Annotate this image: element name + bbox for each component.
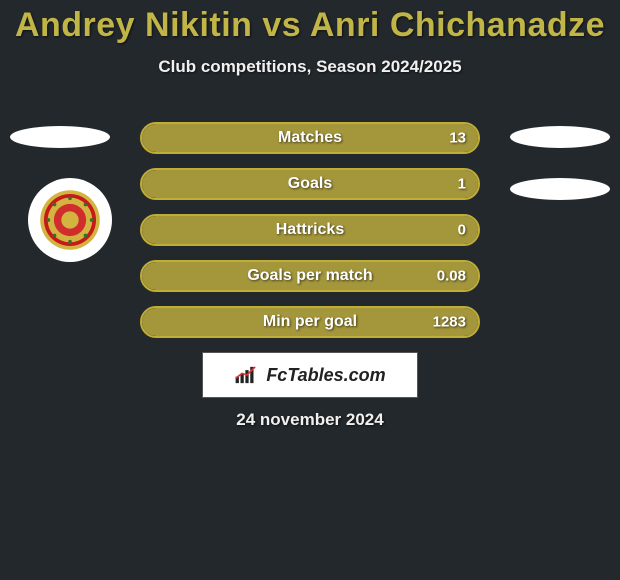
stat-bar-value: 1 — [458, 176, 466, 193]
club-badge-icon — [39, 189, 101, 251]
player2-head-ellipse — [510, 126, 610, 148]
stat-bar-value: 0.08 — [437, 268, 466, 285]
brand-bars-icon — [234, 364, 260, 386]
stat-bar-label: Goals per match — [142, 267, 478, 285]
stat-bar-label: Goals — [142, 175, 478, 193]
stat-bar: Matches13 — [140, 122, 480, 154]
stat-bar-label: Min per goal — [142, 313, 478, 331]
page-title: Andrey Nikitin vs Anri Chichanadze — [0, 0, 620, 45]
stat-bar-label: Matches — [142, 129, 478, 147]
stat-bar: Goals per match0.08 — [140, 260, 480, 292]
player1-head-ellipse — [10, 126, 110, 148]
stat-bar: Min per goal1283 — [140, 306, 480, 338]
date-stamp: 24 november 2024 — [0, 410, 620, 430]
brand-text: FcTables.com — [266, 365, 385, 386]
stat-bars-container: Matches13 Goals1 Hattricks0 Goals per match… — [140, 122, 480, 352]
page-subtitle: Club competitions, Season 2024/2025 — [0, 57, 620, 77]
stat-bar-value: 1283 — [433, 314, 466, 331]
comparison-widget: Andrey Nikitin vs Anri Chichanadze Club … — [0, 0, 620, 580]
stat-bar-value: 0 — [458, 222, 466, 239]
stat-bar: Hattricks0 — [140, 214, 480, 246]
stat-bar-value: 13 — [449, 130, 466, 147]
club-badge-left — [28, 178, 112, 262]
stat-bar: Goals1 — [140, 168, 480, 200]
player2-body-ellipse — [510, 178, 610, 200]
brand-footer-box: FcTables.com — [202, 352, 418, 398]
stat-bar-label: Hattricks — [142, 221, 478, 239]
